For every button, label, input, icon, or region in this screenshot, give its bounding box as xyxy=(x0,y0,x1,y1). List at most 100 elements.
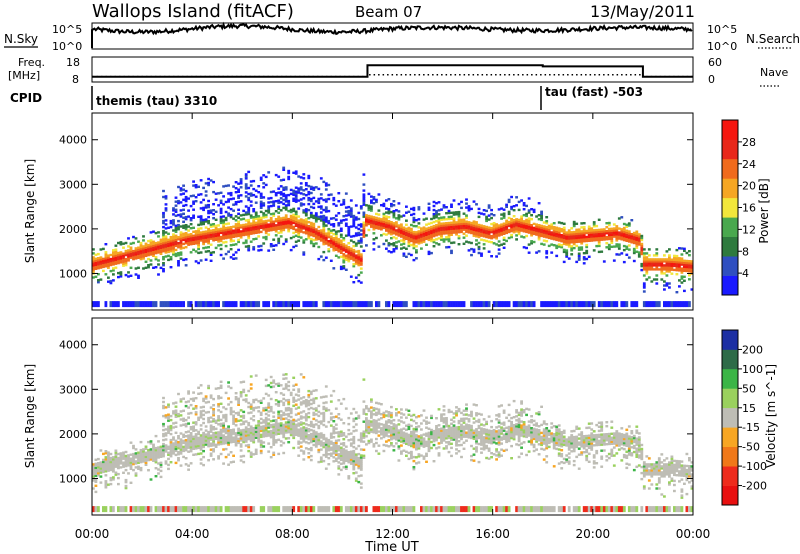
echo-cell xyxy=(182,224,185,227)
echo-cell xyxy=(182,242,185,246)
echo-cell xyxy=(435,202,438,205)
echo-cell xyxy=(370,428,373,431)
echo-cell xyxy=(575,260,579,264)
echo-cell xyxy=(385,227,388,230)
echo-cell xyxy=(182,208,185,211)
echo-cell xyxy=(184,228,188,231)
echo-cell xyxy=(302,458,306,461)
echo-cell xyxy=(487,236,491,239)
echo-cell xyxy=(204,397,208,400)
echo-cell xyxy=(347,225,351,229)
echo-cell xyxy=(475,223,478,226)
echo-cell xyxy=(137,256,140,259)
echo-cell xyxy=(152,445,155,448)
echo-cell xyxy=(480,252,483,255)
echo-cell xyxy=(417,226,421,229)
echo-cell xyxy=(445,228,448,231)
echo-cell xyxy=(127,249,130,252)
echo-cell xyxy=(412,234,416,238)
echo-cell xyxy=(445,224,448,227)
echo-cell xyxy=(397,218,401,221)
echo-cell xyxy=(232,430,235,433)
echo-cell xyxy=(362,456,366,459)
echo-cell xyxy=(397,232,401,235)
echo-cell xyxy=(267,223,271,226)
echo-cell xyxy=(370,219,373,222)
echo-cell xyxy=(262,204,266,207)
echo-cell xyxy=(214,234,218,237)
ground-scatter-cell xyxy=(177,506,180,513)
echo-cell xyxy=(607,245,611,249)
echo-cell xyxy=(202,218,205,222)
echo-cell xyxy=(139,253,143,257)
echo-cell xyxy=(217,435,220,438)
echo-cell xyxy=(142,251,145,254)
echo-cell xyxy=(567,243,571,246)
echo-cell xyxy=(212,412,215,415)
echo-cell xyxy=(237,431,240,435)
echo-cell xyxy=(437,223,441,226)
echo-cell xyxy=(354,455,358,458)
echo-cell xyxy=(109,456,113,460)
echo-cell xyxy=(167,248,170,251)
echo-cell xyxy=(289,216,293,220)
echo-cell xyxy=(365,423,368,426)
echo-cell xyxy=(372,443,376,446)
echo-cell xyxy=(152,252,155,255)
echo-cell xyxy=(357,458,361,462)
echo-cell xyxy=(475,229,478,232)
echo-cell xyxy=(407,228,411,232)
echo-cell xyxy=(239,431,243,434)
echo-cell xyxy=(334,232,338,235)
echo-cell xyxy=(187,422,190,425)
echo-cell xyxy=(370,217,373,220)
echo-cell xyxy=(272,419,276,422)
echo-cell xyxy=(417,232,421,235)
echo-cell xyxy=(314,443,318,446)
echo-cell xyxy=(482,225,486,228)
echo-cell xyxy=(377,223,381,226)
echo-cell xyxy=(302,219,306,222)
echo-cell xyxy=(427,234,431,238)
echo-cell xyxy=(177,414,180,418)
ground-scatter-cell xyxy=(199,506,203,513)
echo-cell xyxy=(224,441,228,445)
echo-cell xyxy=(440,216,443,219)
echo-cell xyxy=(257,430,261,433)
echo-cell xyxy=(179,213,183,216)
echo-cell xyxy=(522,214,526,217)
echo-cell xyxy=(467,223,471,226)
echo-cell xyxy=(670,272,674,275)
echo-cell xyxy=(204,435,208,438)
echo-cell xyxy=(242,430,246,434)
echo-cell xyxy=(422,240,426,243)
echo-cell xyxy=(107,467,110,470)
echo-cell xyxy=(162,428,165,432)
echo-cell xyxy=(102,257,105,261)
echo-cell xyxy=(162,241,165,245)
echo-cell xyxy=(92,463,95,466)
ground-scatter-cell xyxy=(149,506,153,513)
echo-cell xyxy=(162,404,165,408)
echo-cell xyxy=(405,227,408,230)
echo-cell xyxy=(522,202,526,205)
echo-cell xyxy=(309,448,313,452)
ground-scatter-cell xyxy=(287,506,291,513)
echo-cell xyxy=(294,212,298,215)
echo-cell xyxy=(357,474,361,478)
echo-cell xyxy=(327,242,331,245)
echo-cell xyxy=(322,228,326,232)
echo-cell xyxy=(307,434,311,437)
echo-cell xyxy=(467,205,471,208)
echo-cell xyxy=(117,466,120,470)
echo-cell xyxy=(507,200,511,204)
echo-cell xyxy=(642,248,646,251)
echo-cell xyxy=(264,412,268,416)
echo-cell xyxy=(164,197,168,200)
echo-cell xyxy=(427,228,431,232)
echo-cell xyxy=(207,221,210,225)
echo-cell xyxy=(259,413,263,416)
echo-cell xyxy=(244,400,248,403)
echo-cell xyxy=(144,266,148,269)
echo-cell xyxy=(234,398,238,401)
